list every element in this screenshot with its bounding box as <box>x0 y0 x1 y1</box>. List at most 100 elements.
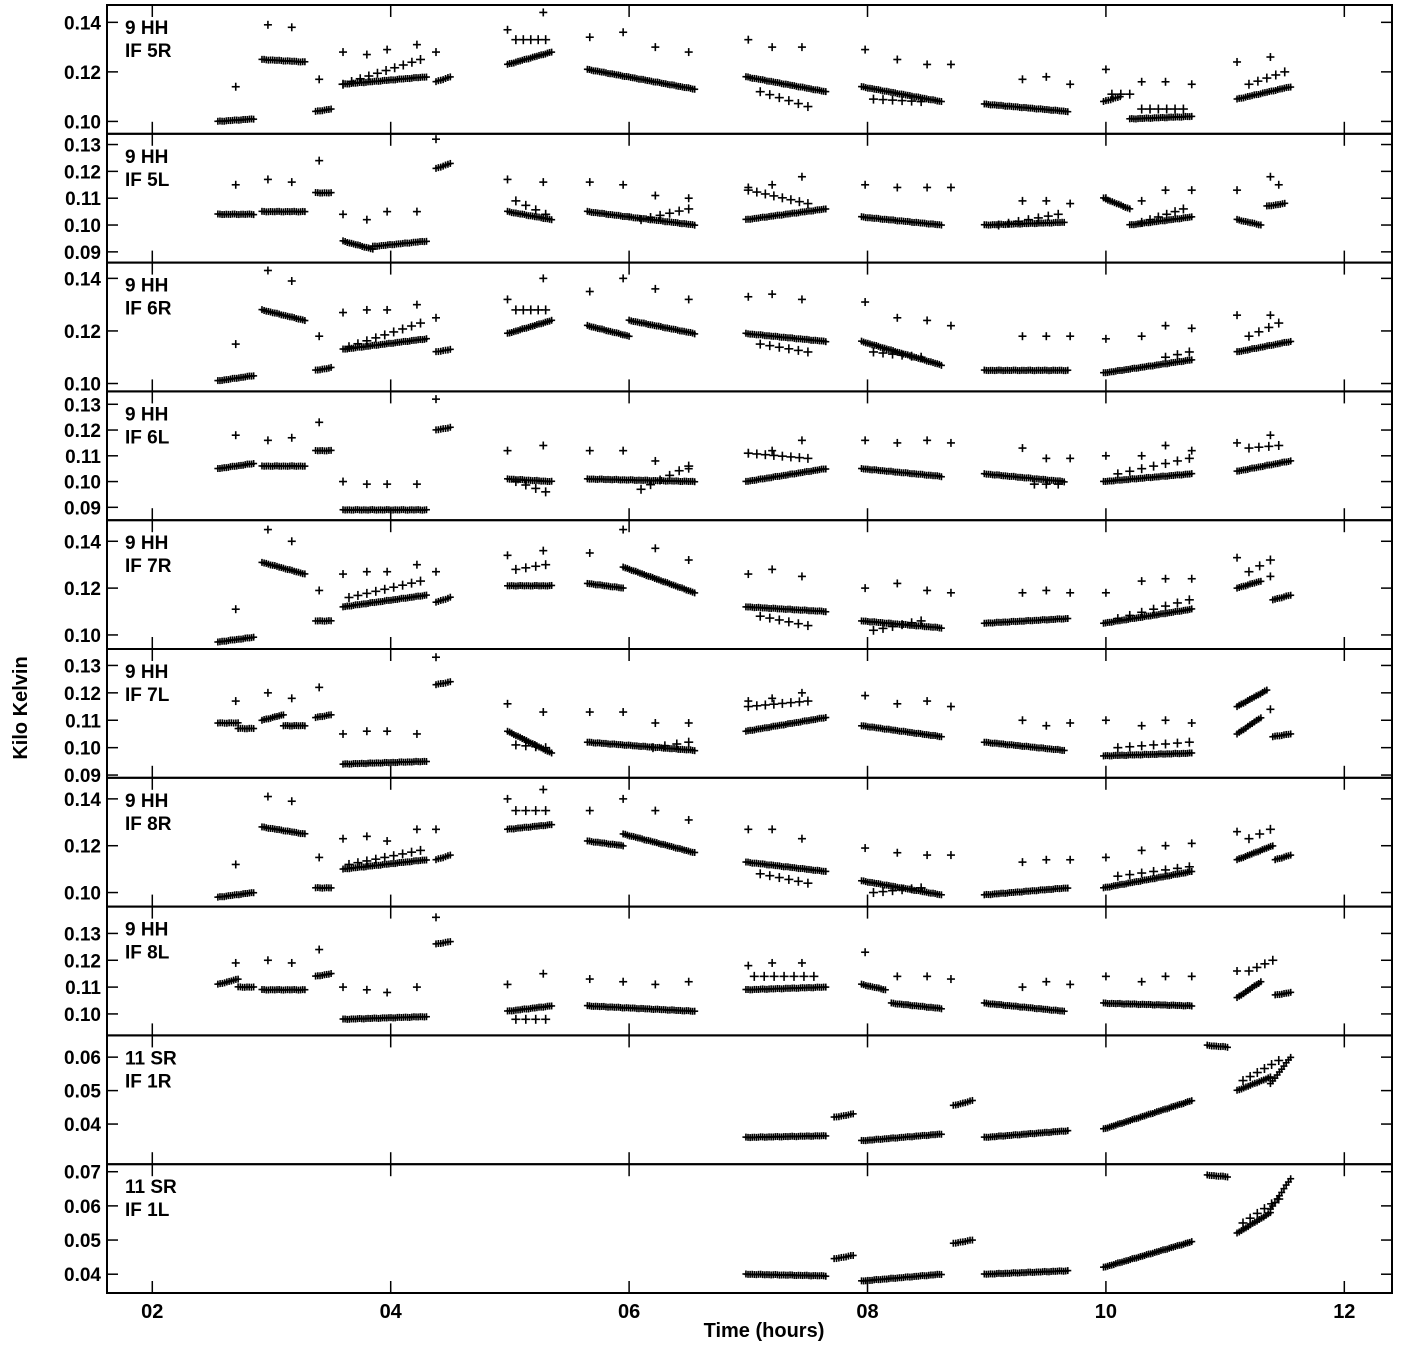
data-point <box>1033 213 1043 223</box>
data-point <box>412 825 421 834</box>
data-point <box>822 88 830 96</box>
data-point <box>1268 955 1278 965</box>
panel-label-station: 9 HH <box>125 920 168 941</box>
data-point <box>793 99 803 109</box>
data-point <box>541 35 551 45</box>
panel-label-if: IF 8R <box>125 814 172 835</box>
data-point <box>861 180 870 189</box>
x-tick-label: 04 <box>380 1301 403 1323</box>
data-point <box>1254 327 1264 337</box>
data-point <box>1187 80 1196 89</box>
data-point <box>1184 737 1194 747</box>
data-point <box>684 48 693 57</box>
data-point <box>339 477 348 486</box>
panel-label-if: IF 1R <box>125 1071 172 1092</box>
panel-label-if: IF 5L <box>125 170 170 191</box>
panel-label-if: IF 1L <box>125 1200 170 1221</box>
data-point <box>422 237 430 245</box>
data-point <box>916 97 926 107</box>
data-point <box>744 292 753 301</box>
data-point <box>1053 209 1063 219</box>
data-point <box>797 436 806 445</box>
data-point <box>923 851 932 860</box>
data-point <box>1187 972 1196 981</box>
data-point <box>1266 572 1275 581</box>
data-point <box>503 980 512 989</box>
data-point <box>531 1014 541 1024</box>
data-point <box>231 340 240 349</box>
data-point <box>861 691 870 700</box>
data-point <box>383 480 392 489</box>
y-tick-label: 0.10 <box>64 473 101 494</box>
data-point <box>768 180 777 189</box>
data-point <box>585 287 594 296</box>
data-point <box>861 436 870 445</box>
data-point <box>362 832 371 841</box>
data-point <box>784 874 794 884</box>
data-point <box>768 43 777 52</box>
data-point <box>684 737 694 747</box>
x-tick-label: 10 <box>1095 1301 1117 1323</box>
data-point <box>1178 104 1188 114</box>
data-point <box>1274 1055 1284 1065</box>
y-tick-label: 0.13 <box>64 924 101 945</box>
data-point <box>1184 453 1194 463</box>
data-point <box>797 688 806 697</box>
data-point <box>431 135 440 144</box>
data-point <box>893 848 902 857</box>
data-point <box>1018 983 1027 992</box>
data-point <box>521 563 531 573</box>
data-point <box>1262 73 1272 83</box>
data-point <box>315 156 324 165</box>
data-point <box>541 305 551 315</box>
data-point <box>619 446 628 455</box>
data-point <box>412 729 421 738</box>
data-point <box>1172 738 1182 748</box>
data-point <box>1066 718 1075 727</box>
data-point <box>315 853 324 862</box>
y-tick-label: 0.13 <box>64 656 101 677</box>
data-point <box>1267 1060 1277 1070</box>
data-point <box>1187 839 1196 848</box>
data-point <box>893 972 902 981</box>
data-point <box>1066 980 1075 989</box>
data-point <box>803 102 813 112</box>
data-point <box>539 969 548 978</box>
data-point <box>539 546 548 555</box>
panel-label-if: IF 7L <box>125 685 170 706</box>
y-tick-label: 0.12 <box>64 837 101 858</box>
data-point <box>786 698 796 708</box>
data-point <box>946 975 955 984</box>
data-point <box>355 74 365 84</box>
data-point <box>1064 108 1072 116</box>
y-tick-label: 0.04 <box>64 1115 101 1136</box>
data-point <box>431 913 440 922</box>
y-tick-label: 0.06 <box>64 1197 101 1218</box>
data-point <box>287 797 296 806</box>
data-point <box>684 815 693 824</box>
data-point <box>822 205 830 213</box>
data-point <box>893 183 902 192</box>
data-point <box>1266 705 1275 714</box>
data-point <box>1172 456 1182 466</box>
data-point <box>744 825 753 834</box>
data-point <box>1137 977 1146 986</box>
data-point <box>636 215 646 225</box>
y-tick-label: 0.09 <box>64 766 101 787</box>
data-point <box>339 834 348 843</box>
data-point <box>861 45 870 54</box>
data-point <box>1161 321 1170 330</box>
data-point <box>684 295 693 304</box>
data-point <box>797 295 806 304</box>
data-point <box>1252 1068 1262 1078</box>
data-point <box>777 698 787 708</box>
data-point <box>1101 972 1110 981</box>
data-point <box>861 298 870 307</box>
data-point <box>768 694 777 703</box>
data-point <box>784 617 794 627</box>
data-point <box>287 958 296 967</box>
y-tick-label: 0.12 <box>64 684 101 705</box>
data-point <box>541 806 551 816</box>
data-point <box>768 565 777 574</box>
